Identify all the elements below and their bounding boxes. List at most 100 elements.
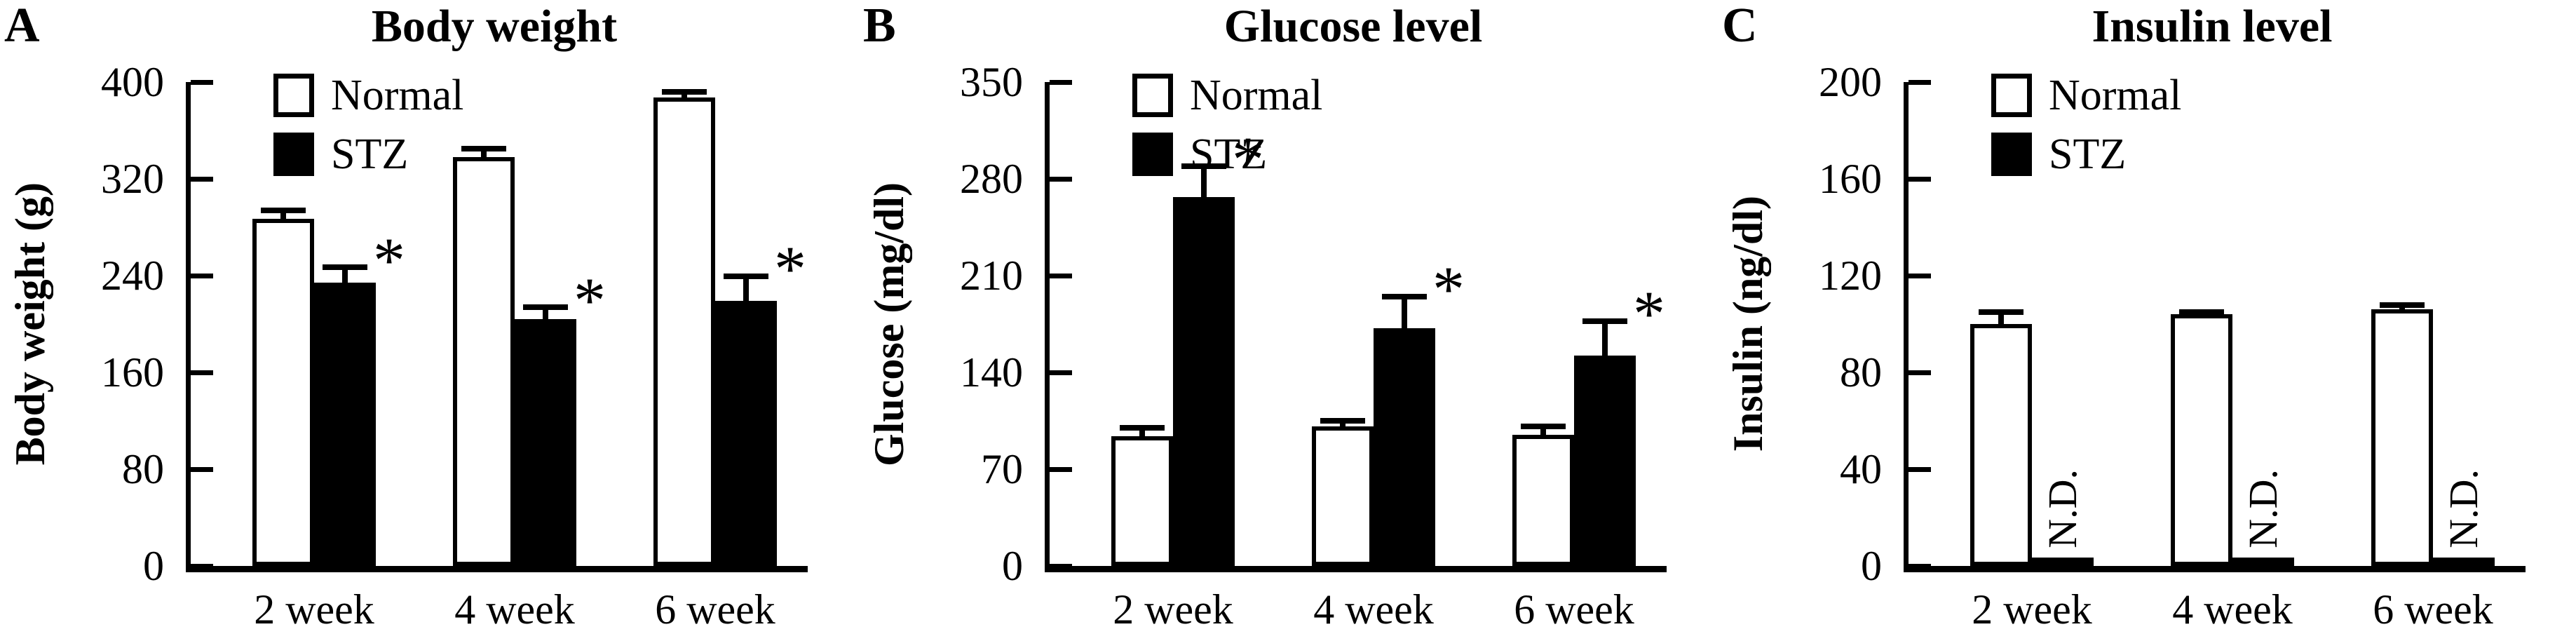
legend-label: STZ	[331, 130, 409, 178]
bar-wrap	[252, 208, 314, 566]
legend-item: Normal	[1132, 74, 1322, 117]
error-bar	[724, 273, 768, 302]
error-bar-cap	[2179, 309, 2224, 316]
y-axis-tick	[1050, 274, 1072, 278]
error-bar	[1181, 163, 1226, 197]
legend: Normal STZ	[1132, 74, 1322, 176]
normal-bar-2-week	[252, 218, 314, 566]
bar-wrap: N.D.	[2232, 469, 2294, 566]
y-tick-label: 120	[1819, 252, 1882, 299]
error-bar-stem	[1402, 293, 1407, 328]
y-tick-label: 140	[960, 349, 1023, 396]
legend-item: STZ	[273, 133, 463, 176]
error-bar	[1320, 418, 1365, 426]
y-axis-tick	[191, 370, 213, 375]
legend-swatch-normal	[1991, 74, 2032, 117]
significance-asterisk: *	[774, 232, 806, 304]
error-bar	[1382, 293, 1427, 328]
legend-item: STZ	[1991, 133, 2181, 176]
normal-bar-4-week	[2171, 314, 2232, 566]
y-axis-tick	[1909, 370, 1931, 375]
error-bar-cap	[1320, 418, 1365, 424]
y-tick-label: 0	[143, 543, 164, 589]
y-axis-tick	[1909, 467, 1931, 472]
y-axis-tick	[191, 467, 213, 472]
y-tick-label: 80	[1840, 349, 1882, 396]
y-tick-label: 210	[960, 252, 1023, 299]
error-bar	[662, 89, 707, 98]
bar-wrap	[1312, 418, 1374, 566]
bar-wrap: *	[715, 236, 806, 566]
y-tick-label: 70	[981, 446, 1023, 492]
error-bar-cap	[1582, 318, 1627, 325]
bar-wrap	[2371, 302, 2433, 566]
error-bar-stem	[1998, 309, 2004, 324]
y-tick-label: 320	[101, 156, 164, 202]
bar-wrap: N.D.	[2032, 469, 2094, 566]
error-bar	[2380, 302, 2425, 310]
y-axis-label-wrap: Body weight (g)	[6, 82, 55, 566]
legend-swatch-stz	[1132, 133, 1173, 176]
panel-letter: C	[1722, 0, 1758, 53]
legend-swatch-stz	[273, 133, 314, 176]
bar-group: *	[653, 89, 806, 566]
legend-swatch-normal	[273, 74, 314, 117]
stz-bar-6-week	[2433, 558, 2495, 566]
legend: Normal STZ	[1991, 74, 2181, 176]
legend: Normal STZ	[273, 74, 463, 176]
bar-wrap: *	[314, 228, 405, 566]
error-bar	[1120, 424, 1165, 436]
error-bar-stem	[1602, 318, 1608, 356]
y-axis-label: Insulin (ng/dl)	[1725, 196, 1771, 452]
y-tick-label: 0	[1861, 543, 1882, 589]
bar-wrap: *	[1574, 282, 1665, 566]
x-category-label: 2 week	[1113, 586, 1233, 633]
y-axis-tick	[191, 177, 213, 182]
bar-group: N.D.	[1970, 309, 2094, 566]
bar-wrap	[2171, 309, 2232, 566]
bar-wrap: *	[515, 268, 606, 566]
x-category-label: 4 week	[2172, 586, 2293, 633]
stz-bar-2-week	[1173, 196, 1235, 566]
normal-bar-6-week	[653, 97, 715, 566]
y-tick-label: 280	[960, 156, 1023, 202]
error-bar-cap	[523, 304, 568, 311]
legend-item: Normal	[273, 74, 463, 117]
bar-wrap: *	[1374, 257, 1465, 566]
panel-letter: B	[863, 0, 896, 53]
significance-asterisk: *	[1232, 123, 1264, 195]
y-axis-tick	[1050, 564, 1072, 569]
y-axis-label-wrap: Glucose (mg/dl)	[865, 82, 914, 566]
y-axis-label: Body weight (g)	[7, 182, 53, 466]
normal-bar-2-week	[1970, 324, 2032, 566]
stz-bar-4-week	[2232, 558, 2294, 566]
not-detected-wrap: N.D.	[2032, 469, 2094, 548]
panel-insulin-level: C Insulin level Insulin (ng/dl) 0 40 80 120…	[1718, 0, 2576, 641]
y-axis-tick	[1909, 274, 1931, 278]
legend-label: STZ	[2049, 130, 2127, 178]
not-detected-label: N.D.	[2441, 469, 2486, 548]
chart-title: Body weight	[371, 1, 618, 52]
y-axis-label: Glucose (mg/dl)	[866, 182, 912, 466]
x-category-label: 4 week	[1313, 586, 1434, 633]
x-category-label: 2 week	[1972, 586, 2092, 633]
bar-group: *	[1512, 282, 1665, 566]
bar-group: N.D.	[2371, 302, 2495, 566]
plot-area: 0 70 140 210 280 350 Normal STZ * 2 week * 4 week * 6…	[960, 61, 1667, 630]
panel-body-weight: A Body weight Body weight (g) 0 80 160 240 3…	[0, 0, 858, 641]
bar-group: *	[453, 146, 606, 566]
legend-swatch-normal	[1132, 74, 1173, 117]
bar-group: *	[1312, 257, 1465, 566]
error-bar-cap	[1979, 309, 2023, 316]
error-bar	[1979, 309, 2023, 324]
panel-letter: A	[4, 0, 40, 53]
y-tick-label: 80	[122, 446, 164, 492]
bar-group: *	[1111, 127, 1264, 566]
error-bar-stem	[743, 273, 749, 302]
y-axis-tick	[1050, 370, 1072, 375]
normal-bar-2-week	[1111, 436, 1173, 566]
error-bar-cap	[261, 208, 306, 214]
error-bar-cap	[1521, 423, 1566, 429]
error-bar-stem	[543, 304, 548, 320]
